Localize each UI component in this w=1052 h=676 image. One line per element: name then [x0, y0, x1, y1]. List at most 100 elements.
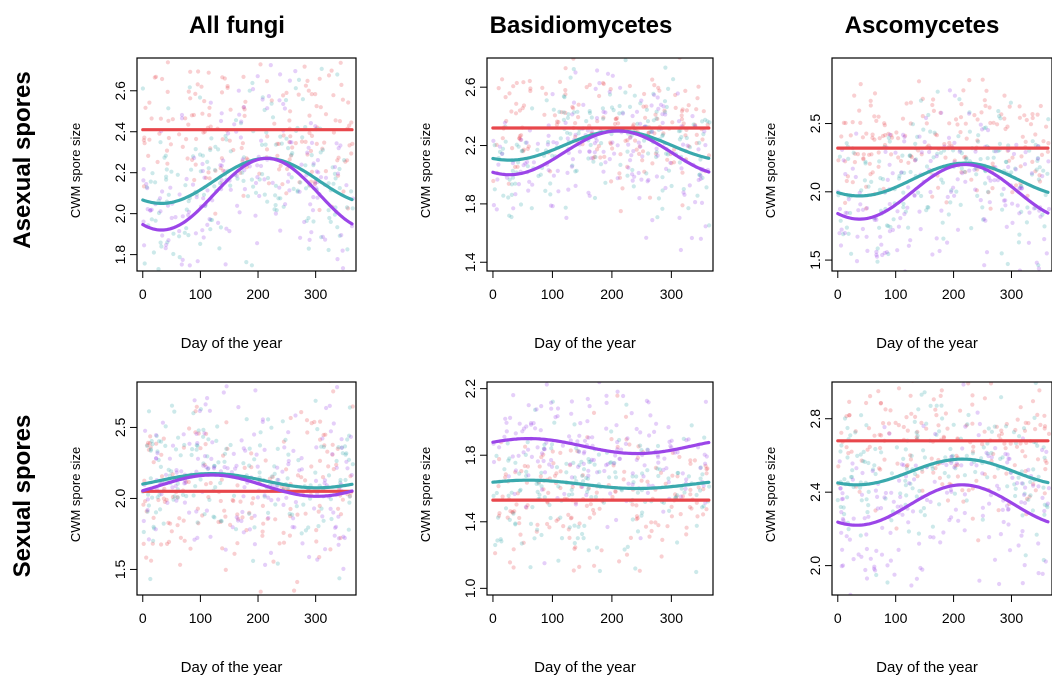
scatter-point-red: [563, 66, 568, 71]
scatter-point-red: [1037, 179, 1043, 184]
scatter-point-red: [546, 490, 551, 495]
trend-line-teal: [141, 156, 354, 205]
x-tick-label: 100: [189, 610, 213, 626]
scatter-point-red: [705, 122, 710, 127]
scatter-point-red: [304, 418, 310, 423]
scatter-point-red: [970, 421, 975, 426]
scatter-point-red: [915, 474, 920, 479]
scatter-point-purple: [1011, 151, 1017, 157]
scatter-point-red: [1020, 449, 1025, 454]
scatter-point-purple: [273, 211, 278, 216]
scatter-point-red: [263, 458, 268, 463]
scatter-point-purple: [211, 465, 216, 470]
scatter-point-red: [191, 112, 196, 118]
scatter-point-red: [1023, 420, 1028, 425]
scatter-point-teal: [642, 138, 647, 143]
scatter-point-red: [929, 375, 933, 379]
scatter-point-teal: [295, 188, 300, 193]
scatter-point-teal: [591, 159, 596, 164]
scatter-point-teal: [634, 474, 639, 479]
scatter-point-teal: [655, 215, 660, 220]
scatter-point-red: [541, 452, 546, 457]
scatter-point-teal: [697, 172, 702, 177]
scatter-point-purple: [882, 250, 887, 256]
scatter-point-purple: [170, 485, 175, 490]
scatter-point-teal: [190, 447, 195, 452]
scatter-point-purple: [845, 319, 849, 323]
scatter-point-teal: [918, 509, 923, 514]
scatter-point-red: [1042, 426, 1047, 431]
scatter-point-purple: [323, 237, 328, 242]
scatter-point-purple: [980, 127, 985, 132]
scatter-point-purple: [626, 142, 631, 147]
scatter-point-teal: [958, 202, 963, 207]
scatter-point-red: [242, 465, 247, 470]
scatter-point-purple: [240, 157, 245, 162]
scatter-point-teal: [985, 475, 990, 480]
scatter-point-teal: [901, 190, 906, 195]
scatter-point-purple: [573, 70, 578, 75]
scatter-point-teal: [201, 434, 206, 439]
scatter-point-teal: [346, 527, 351, 532]
scatter-point-purple: [289, 140, 294, 145]
scatter-point-purple: [992, 178, 997, 183]
scatter-point-teal: [866, 489, 871, 494]
scatter-point-purple: [539, 487, 545, 492]
scatter-point-teal: [328, 497, 333, 502]
scatter-point-red: [869, 152, 874, 157]
scatter-point-purple: [988, 493, 994, 498]
scatter-point-teal: [1022, 491, 1027, 496]
scatter-point-teal: [592, 195, 598, 201]
scatter-point-teal: [1000, 455, 1005, 460]
scatter-point-teal: [332, 212, 337, 217]
scatter-point-teal: [197, 95, 203, 100]
scatter-point-purple: [947, 517, 952, 523]
scatter-point-teal: [554, 465, 560, 470]
scatter-point-purple: [153, 456, 159, 461]
scatter-point-red: [238, 499, 243, 504]
scatter-point-teal: [995, 148, 1001, 154]
scatter-point-red: [347, 143, 352, 148]
scatter-point-purple: [148, 208, 153, 213]
scatter-point-teal: [177, 255, 182, 260]
scatter-point-teal: [161, 521, 166, 526]
scatter-point-red: [936, 423, 941, 428]
scatter-point-teal: [561, 117, 567, 122]
scatter-point-teal: [505, 441, 510, 446]
scatter-point-red: [188, 69, 193, 74]
scatter-point-teal: [150, 495, 155, 500]
scatter-point-teal: [631, 184, 636, 189]
scatter-point-teal: [530, 106, 535, 111]
trend-lines: [491, 437, 711, 502]
scatter-point-red: [143, 105, 148, 110]
scatter-point-red: [980, 77, 985, 82]
scatter-point-teal: [585, 476, 591, 481]
scatter-point-teal: [922, 455, 928, 460]
scatter-point-purple: [1004, 503, 1010, 508]
scatter-point-teal: [166, 106, 171, 111]
scatter-point-purple: [987, 501, 992, 506]
scatter-point-red: [859, 458, 864, 463]
scatter-point-teal: [861, 449, 866, 454]
scatter-point-purple: [652, 429, 657, 434]
scatter-point-purple: [646, 400, 651, 405]
scatter-point-teal: [571, 460, 576, 465]
scatter-point-teal: [211, 514, 216, 519]
scatter-point-red: [679, 113, 684, 118]
scatter-point-red: [548, 169, 553, 174]
scatter-point-teal: [350, 206, 355, 211]
scatter-point-purple: [887, 162, 892, 167]
scatter-point-teal: [953, 466, 958, 471]
scatter-point-teal: [985, 189, 991, 194]
scatter-point-purple: [328, 506, 333, 511]
scatter-point-red: [547, 525, 552, 530]
scatter-point-purple: [549, 458, 554, 463]
scatter-point-red: [1015, 417, 1020, 422]
scatter-point-purple: [980, 513, 986, 518]
scatter-point-purple: [978, 122, 983, 127]
scatter-point-red: [1033, 427, 1038, 432]
scatter-point-red: [963, 170, 968, 175]
scatter-point-purple: [581, 102, 586, 107]
scatter-point-purple: [628, 158, 633, 163]
